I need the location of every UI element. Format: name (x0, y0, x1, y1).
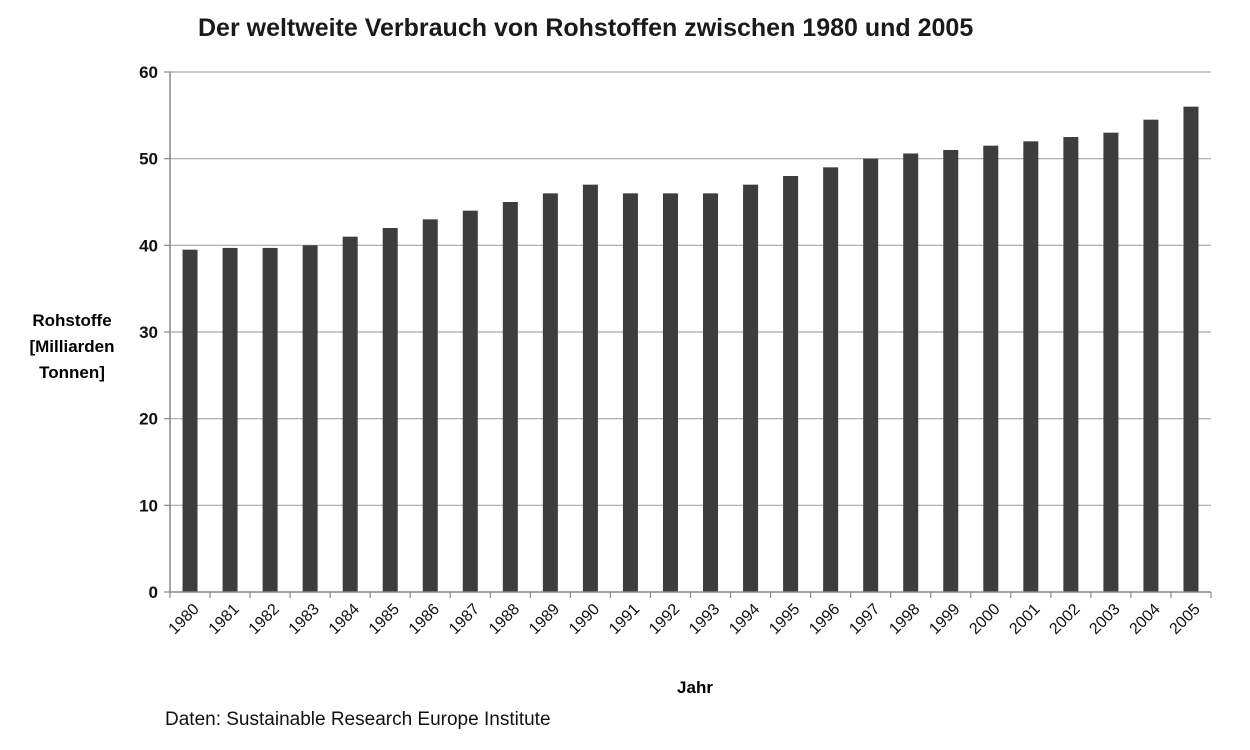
bar-1992 (662, 193, 678, 593)
bar-1995 (783, 176, 799, 592)
bar-1987 (462, 210, 478, 592)
x-tick-label-1987: 1987 (446, 601, 483, 638)
x-tick-label-1991: 1991 (606, 601, 643, 638)
y-tick-label: 0 (149, 583, 158, 602)
y-tick-label: 10 (139, 496, 158, 515)
bar-1985 (382, 228, 398, 592)
x-tick-label-1994: 1994 (726, 601, 763, 638)
y-tick-label: 40 (139, 236, 158, 255)
bar-1990 (582, 184, 598, 592)
bar-1999 (943, 150, 959, 592)
bar-2000 (983, 145, 999, 592)
y-tick-label: 50 (139, 150, 158, 169)
x-tick-label-1986: 1986 (406, 601, 443, 638)
chart-title: Der weltweite Verbrauch von Rohstoffen z… (198, 14, 974, 42)
bar-1994 (743, 184, 759, 592)
bar-2005 (1183, 106, 1199, 593)
y-tick-labels: 0 10 20 30 40 50 60 (139, 63, 158, 602)
x-tick-label-1985: 1985 (366, 601, 403, 638)
axes (164, 71, 1212, 598)
bar-1996 (823, 167, 839, 593)
y-axis-label-line-2: [Milliarden (29, 337, 115, 356)
y-axis-label-line-1: Rohstoffe (32, 311, 112, 330)
x-tick-label-1980: 1980 (166, 601, 203, 638)
x-tick-label-2003: 2003 (1087, 601, 1124, 638)
y-tick-label: 60 (139, 63, 158, 82)
bar-1982 (262, 247, 278, 592)
x-tick-label-1993: 1993 (686, 601, 723, 638)
x-tick-label-1992: 1992 (646, 601, 683, 638)
x-tick-label-1988: 1988 (486, 601, 523, 638)
gridlines (170, 71, 1211, 506)
bar-1997 (863, 158, 879, 592)
y-axis-label-line-3: Tonnen] (39, 363, 105, 382)
x-tick-label-2000: 2000 (966, 601, 1003, 638)
x-tick-label-2002: 2002 (1046, 601, 1083, 638)
x-tick-label-1989: 1989 (526, 601, 563, 638)
bar-1981 (222, 247, 238, 592)
bar-1980 (182, 249, 198, 592)
y-tick-label: 30 (139, 323, 158, 342)
x-tick-label-2001: 2001 (1006, 601, 1043, 638)
bar-1989 (542, 193, 558, 593)
x-tick-label-1983: 1983 (286, 601, 323, 638)
x-tick-label-2004: 2004 (1127, 601, 1164, 638)
x-tick-label-1981: 1981 (206, 601, 243, 638)
x-tick-label-1997: 1997 (846, 601, 883, 638)
x-tick-label-1984: 1984 (326, 601, 363, 638)
x-tick-label-1996: 1996 (806, 601, 843, 638)
x-tick-label-1995: 1995 (766, 601, 803, 638)
x-tick-label-1990: 1990 (566, 601, 603, 638)
bars (182, 106, 1199, 593)
bar-2002 (1063, 137, 1079, 592)
x-tick-label-1982: 1982 (246, 601, 283, 638)
bar-1993 (703, 193, 719, 593)
x-tick-label-1998: 1998 (886, 601, 923, 638)
source-note: Daten: Sustainable Research Europe Insti… (165, 709, 551, 730)
x-tick-label-2005: 2005 (1167, 601, 1204, 638)
y-axis-label: Rohstoffe [Milliarden Tonnen] (22, 308, 122, 386)
bar-2003 (1103, 132, 1119, 592)
bar-2001 (1023, 141, 1039, 593)
bar-1984 (342, 236, 358, 592)
bar-1991 (622, 193, 638, 593)
bar-1986 (422, 219, 438, 593)
bar-1998 (903, 153, 919, 592)
bar-1983 (302, 245, 318, 593)
y-tick-label: 20 (139, 410, 158, 429)
x-axis-label: Jahr (677, 678, 713, 697)
bar-1988 (502, 202, 518, 592)
x-tick-label-1999: 1999 (926, 601, 963, 638)
bar-2004 (1143, 119, 1159, 593)
x-tick-labels: 1980 1981 1982 1983 1984 1985 1986 1987 1988 1989… (166, 601, 1204, 638)
